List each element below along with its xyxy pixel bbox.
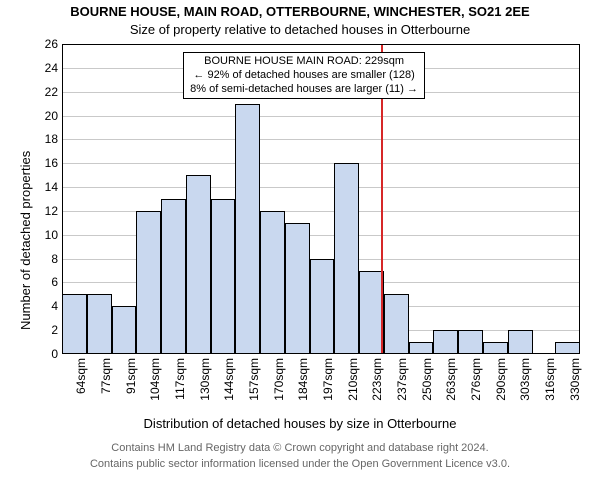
y-axis-label: Number of detached properties xyxy=(18,151,33,330)
chart-container: BOURNE HOUSE, MAIN ROAD, OTTERBOURNE, WI… xyxy=(0,0,600,500)
annotation-line2: ← 92% of detached houses are smaller (12… xyxy=(190,69,418,83)
x-tick: 77sqm xyxy=(87,358,112,412)
bar xyxy=(483,342,508,354)
bar xyxy=(310,259,335,354)
bar xyxy=(285,223,310,354)
y-tick: 20 xyxy=(45,109,62,123)
x-tick: 250sqm xyxy=(407,358,432,412)
bar xyxy=(161,199,186,354)
x-tick: 303sqm xyxy=(506,358,531,412)
bar xyxy=(334,163,359,354)
y-tick: 16 xyxy=(45,156,62,170)
x-tick: 91sqm xyxy=(111,358,136,412)
y-tick: 12 xyxy=(45,204,62,218)
chart-subtitle: Size of property relative to detached ho… xyxy=(0,22,600,37)
y-tick: 26 xyxy=(45,37,62,51)
annotation-line3: 8% of semi-detached houses are larger (1… xyxy=(190,83,418,97)
bar xyxy=(211,199,236,354)
x-tick: 157sqm xyxy=(235,358,260,412)
x-tick: 64sqm xyxy=(62,358,87,412)
bar xyxy=(555,342,580,354)
x-ticks: 64sqm77sqm91sqm104sqm117sqm130sqm144sqm1… xyxy=(62,358,580,412)
bar xyxy=(433,330,458,354)
plot-area: BOURNE HOUSE MAIN ROAD: 229sqm ← 92% of … xyxy=(62,44,580,354)
x-tick-label: 330sqm xyxy=(568,358,582,401)
chart-title: BOURNE HOUSE, MAIN ROAD, OTTERBOURNE, WI… xyxy=(0,4,600,19)
y-tick: 22 xyxy=(45,85,62,99)
x-tick: 170sqm xyxy=(259,358,284,412)
bar xyxy=(508,330,533,354)
x-tick: 104sqm xyxy=(136,358,161,412)
x-tick: 276sqm xyxy=(457,358,482,412)
y-tick: 10 xyxy=(45,228,62,242)
x-tick: 316sqm xyxy=(531,358,556,412)
annotation-line1: BOURNE HOUSE MAIN ROAD: 229sqm xyxy=(190,55,418,69)
bar xyxy=(409,342,434,354)
bar xyxy=(112,306,137,354)
y-tick: 14 xyxy=(45,180,62,194)
bar xyxy=(136,211,161,354)
footer-line-2: Contains public sector information licen… xyxy=(0,458,600,470)
x-axis-label: Distribution of detached houses by size … xyxy=(0,416,600,431)
y-tick: 8 xyxy=(51,252,62,266)
x-tick: 184sqm xyxy=(284,358,309,412)
y-tick: 2 xyxy=(51,323,62,337)
y-tick: 18 xyxy=(45,132,62,146)
bar xyxy=(186,175,211,354)
x-tick: 210sqm xyxy=(333,358,358,412)
x-tick: 223sqm xyxy=(358,358,383,412)
bar xyxy=(235,104,260,354)
x-tick: 330sqm xyxy=(555,358,580,412)
x-tick: 130sqm xyxy=(185,358,210,412)
bar xyxy=(62,294,87,354)
bar xyxy=(260,211,285,354)
x-tick: 197sqm xyxy=(309,358,334,412)
x-tick: 290sqm xyxy=(481,358,506,412)
x-tick: 263sqm xyxy=(432,358,457,412)
x-tick: 144sqm xyxy=(210,358,235,412)
footer-line-1: Contains HM Land Registry data © Crown c… xyxy=(0,442,600,454)
y-tick: 6 xyxy=(51,275,62,289)
y-tick: 0 xyxy=(51,347,62,361)
bar xyxy=(87,294,112,354)
x-tick: 117sqm xyxy=(161,358,186,412)
annotation-box: BOURNE HOUSE MAIN ROAD: 229sqm ← 92% of … xyxy=(183,52,425,99)
x-tick: 237sqm xyxy=(383,358,408,412)
y-tick: 4 xyxy=(51,299,62,313)
bar xyxy=(384,294,409,354)
bar xyxy=(458,330,483,354)
y-tick: 24 xyxy=(45,61,62,75)
